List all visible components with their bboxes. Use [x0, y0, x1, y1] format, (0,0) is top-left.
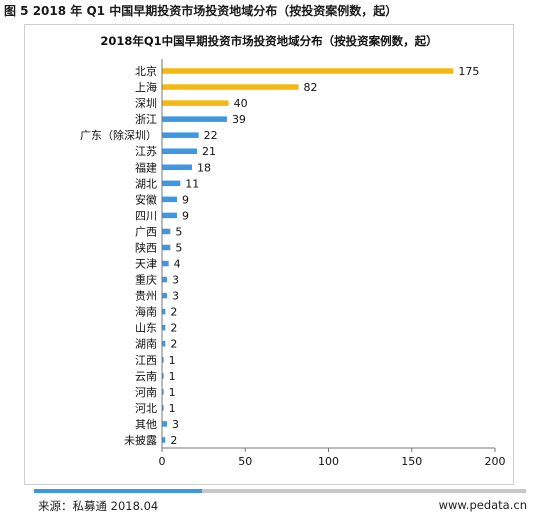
- data-label-13: 3: [172, 274, 179, 287]
- category-label-18: 江西: [135, 354, 157, 367]
- category-label-16: 山东: [135, 322, 157, 335]
- website-url: www.pedata.cn: [438, 498, 527, 512]
- data-label-18: 1: [169, 354, 176, 367]
- data-label-21: 1: [169, 402, 176, 415]
- data-label-10: 5: [175, 225, 182, 238]
- x-tick-label-0: 0: [159, 455, 166, 468]
- data-label-20: 1: [169, 386, 176, 399]
- category-label-6: 福建: [135, 160, 157, 174]
- bar-8: [162, 196, 177, 203]
- category-label-14: 贵州: [135, 290, 157, 303]
- category-label-20: 河南: [135, 386, 157, 399]
- category-label-19: 云南: [135, 370, 157, 383]
- data-label-14: 3: [172, 290, 179, 303]
- category-label-21: 河北: [135, 402, 157, 415]
- bar-11: [162, 244, 171, 251]
- category-label-7: 湖北: [135, 177, 157, 190]
- category-label-15: 海南: [135, 305, 157, 319]
- data-label-12: 4: [174, 258, 181, 271]
- data-label-19: 1: [169, 370, 176, 383]
- category-label-17: 湖南: [135, 338, 157, 351]
- data-label-9: 9: [182, 209, 189, 222]
- bar-4: [162, 132, 199, 138]
- data-label-4: 22: [204, 129, 218, 142]
- data-label-15: 2: [170, 306, 177, 319]
- category-label-4: 广东（除深圳）: [80, 128, 157, 142]
- data-label-7: 11: [185, 177, 199, 190]
- bar-14: [162, 292, 167, 299]
- category-label-5: 江苏: [135, 145, 157, 158]
- bar-19: [162, 373, 164, 379]
- data-label-0: 175: [458, 65, 479, 78]
- category-label-9: 四川: [135, 209, 157, 222]
- category-label-8: 安徽: [135, 192, 157, 206]
- bar-12: [162, 260, 169, 267]
- x-tick-label-2: 100: [318, 455, 339, 468]
- data-label-3: 39: [232, 113, 246, 126]
- category-label-23: 未披露: [124, 433, 157, 447]
- data-label-17: 2: [170, 338, 177, 351]
- bar-23: [162, 437, 166, 443]
- bar-9: [162, 212, 177, 219]
- figure-caption: 图 5 2018 年 Q1 中国早期投资市场投资地域分布（按投资案例数，起）: [4, 4, 398, 18]
- category-label-3: 浙江: [135, 113, 157, 126]
- bar-1: [162, 84, 299, 90]
- x-tick-label-3: 150: [401, 455, 422, 468]
- bar-21: [162, 405, 164, 411]
- bar-13: [162, 276, 167, 283]
- bar-17: [162, 340, 166, 347]
- bar-2: [162, 100, 229, 106]
- bar-16: [162, 324, 166, 331]
- data-label-16: 2: [170, 322, 177, 335]
- data-label-22: 3: [172, 418, 179, 431]
- bar-7: [162, 180, 181, 187]
- category-label-1: 上海: [135, 80, 157, 94]
- category-label-10: 广西: [135, 225, 157, 238]
- bar-6: [162, 164, 192, 171]
- data-label-11: 5: [175, 241, 182, 254]
- source-note: 来源：私募通 2018.04: [38, 499, 159, 513]
- category-label-12: 天津: [135, 258, 157, 271]
- footer-divider-accent: [34, 489, 202, 493]
- bar-5: [162, 148, 197, 154]
- category-label-13: 重庆: [135, 273, 157, 287]
- bar-3: [162, 116, 227, 122]
- data-label-5: 21: [202, 145, 216, 158]
- data-label-6: 18: [197, 161, 211, 174]
- bar-18: [162, 357, 164, 363]
- chart-frame: 2018年Q1中国早期投资市场投资地域分布（按投资案例数，起） 北京 175 上海 8…: [24, 24, 514, 485]
- bar-10: [162, 228, 171, 235]
- category-label-11: 陕西: [135, 240, 157, 254]
- data-label-2: 40: [234, 97, 248, 110]
- bar-15: [162, 308, 166, 315]
- data-label-1: 82: [304, 81, 318, 94]
- data-label-8: 9: [182, 193, 189, 206]
- category-label-2: 深圳: [135, 97, 157, 110]
- bar-20: [162, 389, 164, 395]
- chart-title: 2018年Q1中国早期投资市场投资地域分布（按投资案例数，起）: [100, 34, 438, 48]
- x-tick-label-4: 200: [485, 455, 506, 468]
- x-tick-label-1: 50: [238, 455, 252, 468]
- bar-0: [162, 68, 454, 74]
- data-label-23: 2: [170, 434, 177, 447]
- category-label-0: 北京: [135, 64, 157, 78]
- footer-divider: [34, 489, 526, 493]
- bar-22: [162, 421, 167, 427]
- category-label-22: 其他: [135, 418, 157, 431]
